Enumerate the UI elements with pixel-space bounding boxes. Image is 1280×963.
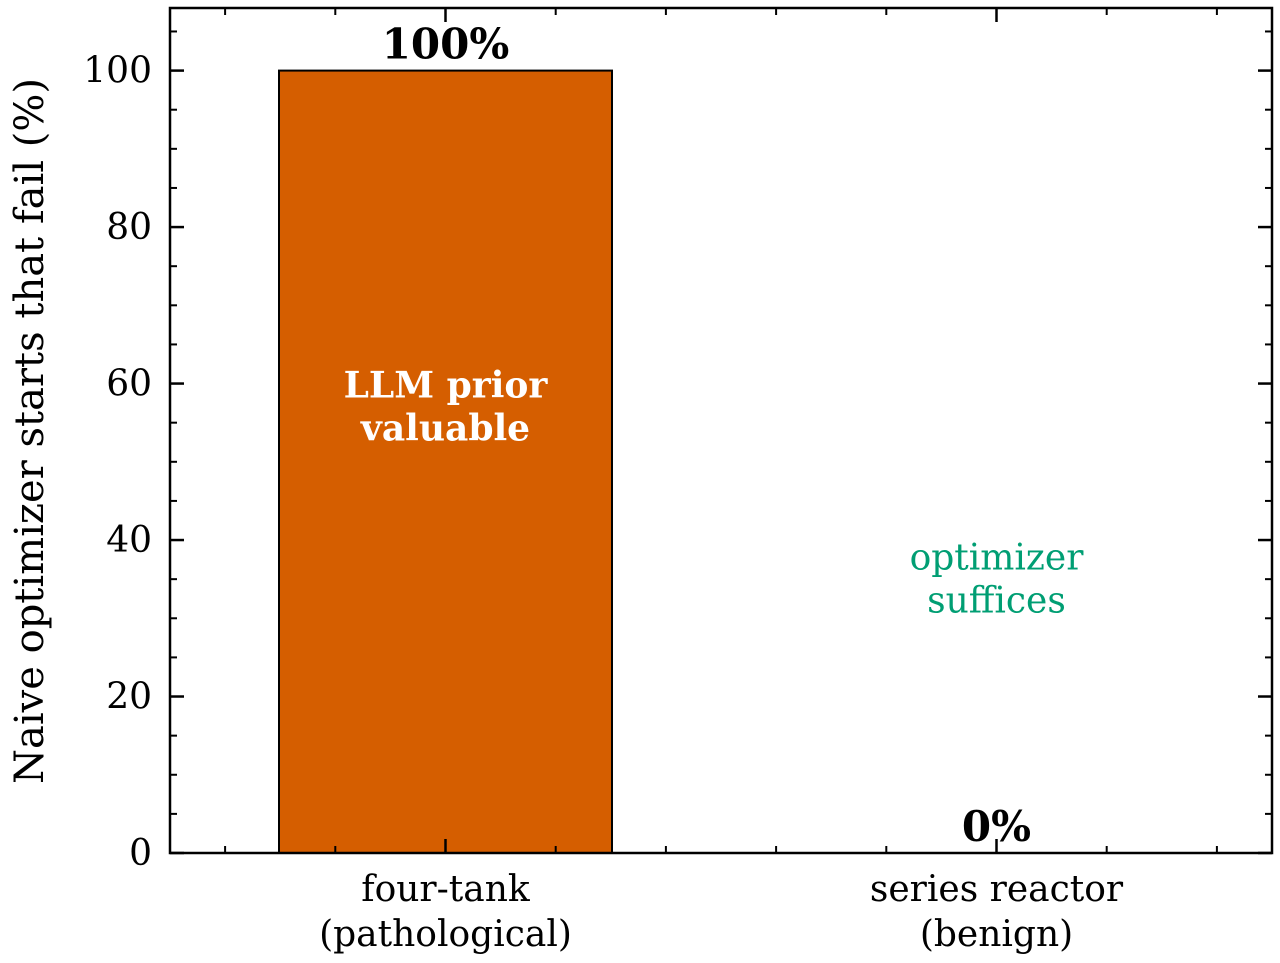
y-tick-label-2: 40 [106, 520, 152, 561]
annotation-0-line-1: valuable [360, 408, 530, 450]
y-tick-label-1: 20 [106, 677, 152, 718]
y-axis-title: Naive optimizer starts that fail (%) [7, 78, 53, 784]
x-tick-label-0-line-1: (pathological) [319, 914, 572, 955]
x-tick-label-0-line-0: four-tank [361, 869, 531, 910]
y-tick-label-0: 0 [129, 833, 152, 874]
annotation-1-line-0: optimizer [910, 538, 1085, 579]
value-label-0: 100% [382, 20, 510, 69]
y-tick-label-4: 80 [106, 207, 152, 248]
y-tick-label-3: 60 [106, 364, 152, 405]
x-tick-label-1-line-1: (benign) [920, 914, 1073, 955]
annotation-1-line-1: suffices [927, 581, 1066, 622]
plot-frame [168, 6, 1274, 855]
axis-labels: 0 20 40 60 80 100 four-tank(pathological) serie… [83, 51, 1124, 955]
bar-0 [278, 69, 613, 854]
y-tick-label-5: 100 [83, 51, 152, 92]
axis-ticks [170, 8, 1272, 855]
annotation-0-line-0: LLM prior [344, 365, 549, 407]
x-tick-label-1-line-0: series reactor [870, 869, 1124, 910]
bars-layer [278, 69, 613, 854]
